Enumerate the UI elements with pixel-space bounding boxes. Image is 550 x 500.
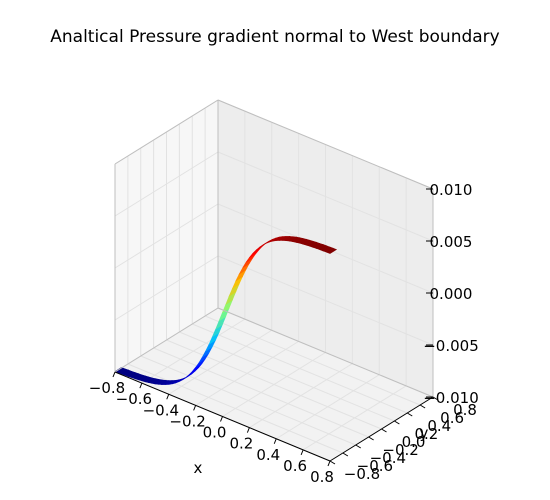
- z-tick-label: −0.010: [423, 389, 479, 407]
- x-axis-label: x: [194, 459, 203, 477]
- chart-title: Analtical Pressure gradient normal to We…: [50, 27, 499, 47]
- box-edge: [217, 307, 434, 398]
- y-tick-label: 0.6: [440, 409, 464, 427]
- x-tick-label: −0.6: [116, 390, 152, 408]
- z-tick-label: 0.000: [430, 285, 473, 303]
- y-tick-label: −0.2: [382, 441, 418, 459]
- x-tick: [193, 405, 197, 411]
- x-tick: [327, 460, 331, 467]
- x-tick: [139, 382, 143, 389]
- z-tick-label: 0.010: [430, 181, 473, 199]
- grid-line-y-floor: [192, 323, 408, 414]
- z-tick-label: −0.005: [423, 337, 479, 355]
- y-tick-label: −0.4: [370, 449, 406, 467]
- grid-line-y-floor: [153, 347, 369, 438]
- grid-line-y-floor: [204, 315, 421, 406]
- y-axis-label: y: [420, 424, 429, 442]
- x-tick-label: 0.0: [203, 424, 227, 442]
- x-tick-label: 0.8: [310, 468, 334, 486]
- y-tick-label: 0.4: [427, 417, 451, 435]
- y-tick-label: 0.8: [453, 401, 477, 419]
- z-tick-label: 0.005: [430, 233, 473, 251]
- x-tick-label: −0.2: [169, 412, 205, 430]
- y-tick: [329, 460, 336, 465]
- x-tick: [246, 427, 250, 433]
- grid-line-y-floor: [166, 339, 382, 430]
- grid-line-y-floor: [127, 363, 344, 454]
- tick-marks: [112, 188, 439, 467]
- grid-line-z-left: [114, 255, 219, 321]
- y-tick: [355, 444, 362, 449]
- y-tick: [432, 396, 439, 401]
- box-edge: [114, 307, 219, 373]
- grid-line-y-floor: [140, 355, 356, 446]
- x-tick: [112, 371, 116, 378]
- box-edge: [114, 99, 219, 165]
- y-tick: [381, 428, 387, 433]
- grid-line-z-left: [114, 151, 219, 217]
- y-tick: [342, 452, 349, 457]
- x-tick-label: −0.8: [89, 379, 125, 397]
- x-tick-label: 0.6: [283, 457, 307, 475]
- y-tick: [394, 420, 400, 425]
- x-tick-label: 0.4: [256, 446, 280, 464]
- y-tick: [419, 404, 426, 409]
- grid-line-z-back: [217, 255, 434, 346]
- y-tick: [406, 412, 413, 417]
- y-tick-label: 0.2: [414, 425, 438, 443]
- x-tick-label: 0.2: [229, 435, 253, 453]
- grid-line-z-left: [114, 203, 219, 269]
- box-edge: [217, 99, 434, 190]
- surface-patch: [325, 247, 338, 254]
- y-tick: [368, 436, 374, 441]
- surface-plot: [114, 236, 338, 385]
- tick-labels: −0.8−0.6−0.4−0.20.00.20.40.60.8 −0.8−0.6−…: [89, 181, 479, 486]
- x-tick: [166, 394, 170, 400]
- y-tick-label: −0.8: [344, 465, 380, 483]
- x-tick: [273, 438, 277, 444]
- y-tick-label: −0.6: [357, 457, 393, 475]
- grid-line-y-floor: [179, 331, 395, 422]
- y-tick-label: 0.0: [402, 433, 426, 451]
- x-tick-label: −0.4: [143, 401, 179, 419]
- grid-line-z-back: [217, 151, 434, 242]
- x-tick: [300, 449, 304, 456]
- x-tick: [220, 416, 223, 422]
